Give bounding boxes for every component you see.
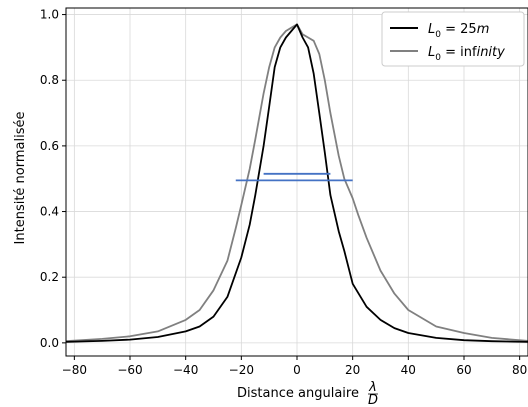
series-line-0 bbox=[65, 23, 528, 343]
x-tick-label: −20 bbox=[229, 363, 254, 377]
x-tick-label: 20 bbox=[345, 363, 360, 377]
x-tick-label: −60 bbox=[117, 363, 142, 377]
legend-label-0: L0 = 25m bbox=[428, 22, 489, 40]
legend-box bbox=[381, 11, 525, 67]
y-axis-label: Intensité normalisée bbox=[13, 112, 28, 245]
y-tick-label: 0.6 bbox=[40, 139, 59, 153]
x-tick-label: 40 bbox=[401, 363, 416, 377]
y-tick-label: 0.0 bbox=[40, 336, 59, 350]
y-tick-label: 1.0 bbox=[40, 8, 59, 22]
legend: L0 = 25m L0 = infinity bbox=[381, 11, 525, 67]
x-axis-label-frac-num: λ bbox=[368, 380, 377, 395]
y-axis-ticks: 0.0 0.2 0.4 0.6 0.8 1.0 bbox=[40, 8, 66, 350]
grid-lines bbox=[66, 8, 528, 356]
x-tick-label: 60 bbox=[456, 363, 471, 377]
y-tick-label: 0.2 bbox=[40, 270, 59, 284]
x-axis-ticks: −80 −60 −40 −20 0 20 40 60 80 bbox=[62, 356, 527, 377]
x-tick-label: −80 bbox=[62, 363, 87, 377]
x-tick-label: 80 bbox=[512, 363, 527, 377]
legend-label-1: L0 = infinity bbox=[428, 45, 505, 63]
y-tick-label: 0.8 bbox=[40, 73, 59, 87]
x-axis-label: Distance angulaire bbox=[237, 386, 359, 401]
x-axis-label-frac-den: D bbox=[368, 393, 378, 407]
half-max-lines bbox=[235, 172, 353, 182]
x-tick-label: −40 bbox=[173, 363, 198, 377]
x-tick-label: 0 bbox=[293, 363, 301, 377]
series-layer bbox=[65, 23, 528, 343]
y-tick-label: 0.4 bbox=[40, 205, 59, 219]
